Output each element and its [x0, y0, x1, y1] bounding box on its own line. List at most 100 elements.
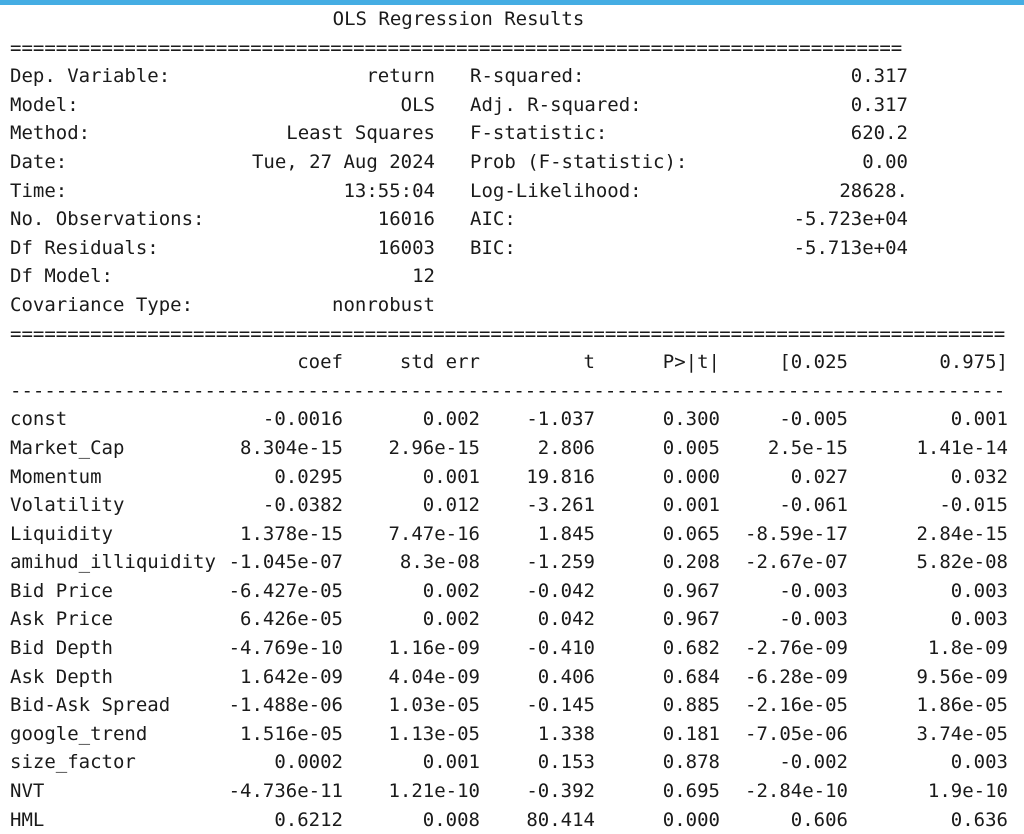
cell-std-err: 7.47e-16 [388, 522, 480, 545]
row-name: HML [10, 808, 45, 831]
row-name: Bid Depth [10, 637, 113, 660]
info-row: Dep. Variable: return R-squared: 0.317 [10, 62, 1018, 91]
cell-ci-low: -2.76e-09 [745, 637, 848, 660]
info-row: Covariance Type: nonrobust [10, 291, 1018, 320]
cell-std-err: 1.03e-05 [388, 694, 480, 717]
header-ci-high: 0.975] [939, 351, 1008, 374]
regression-report: OLS Regression Results =================… [10, 5, 1018, 834]
cell-ci-high: 1.86e-05 [916, 694, 1008, 717]
cell-std-err: 1.13e-05 [388, 722, 480, 745]
cell-std-err: 8.3e-08 [399, 551, 480, 574]
cell-ci-high: 0.032 [950, 465, 1008, 488]
row-name: size_factor [10, 751, 136, 774]
cell-ci-high: 0.001 [950, 408, 1008, 431]
table-row: size_factor 0.0002 0.001 0.153 0.878 -0.… [10, 748, 1018, 777]
cell-std-err: 0.008 [422, 808, 480, 831]
cell-std-err: 0.012 [422, 494, 480, 517]
header-ci-low: [0.025 [779, 351, 848, 374]
cell-coef: -6.427e-05 [228, 579, 343, 602]
cell-std-err: 1.16e-09 [388, 637, 480, 660]
row-name: NVT [10, 780, 45, 803]
cell-p: 0.181 [662, 722, 720, 745]
info-value: 620.2 [850, 122, 908, 145]
cell-t: 80.414 [526, 808, 595, 831]
cell-t: 0.406 [537, 665, 595, 688]
info-row: Df Model: 12 [10, 262, 1018, 291]
info-value: 16016 [377, 208, 435, 231]
cell-ci-high: 0.003 [950, 751, 1008, 774]
cell-p: 0.000 [662, 808, 720, 831]
info-value: 0.00 [862, 150, 908, 173]
info-value: Least Squares [286, 122, 435, 145]
cell-p: 0.065 [662, 522, 720, 545]
row-name: const [10, 408, 68, 431]
info-label: Model: [10, 93, 79, 116]
header-coef: coef [297, 351, 343, 374]
info-label: Adj. R-squared: [470, 93, 642, 116]
cell-t: 2.806 [537, 436, 595, 459]
cell-ci-high: 0.636 [950, 808, 1008, 831]
cell-ci-low: -8.59e-17 [745, 522, 848, 545]
cell-ci-low: 0.606 [790, 808, 848, 831]
row-name: Liquidity [10, 522, 113, 545]
row-name: amihud_illiquidity [10, 551, 216, 574]
info-label: F-statistic: [470, 122, 608, 145]
cell-ci-low: 0.027 [790, 465, 848, 488]
cell-t: 0.042 [537, 608, 595, 631]
info-label: Date: [10, 150, 68, 173]
cell-p: 0.885 [662, 694, 720, 717]
cell-t: 1.845 [537, 522, 595, 545]
table-row: Market_Cap 8.304e-15 2.96e-15 2.806 0.00… [10, 434, 1018, 463]
row-name: Ask Price [10, 608, 113, 631]
row-name: Bid Price [10, 579, 113, 602]
cell-ci-high: 2.84e-15 [916, 522, 1008, 545]
cell-ci-high: 3.74e-05 [916, 722, 1008, 745]
cell-ci-low: -0.003 [779, 579, 848, 602]
cell-ci-low: -2.84e-10 [745, 780, 848, 803]
cell-ci-high: 0.003 [950, 608, 1008, 631]
table-header-row: coef std err t P>|t| [0.025 0.975] [10, 348, 1018, 377]
cell-coef: -1.488e-06 [228, 694, 343, 717]
cell-accent-bar [0, 0, 1024, 5]
cell-t: -0.392 [526, 780, 595, 803]
info-label: Dep. Variable: [10, 65, 171, 88]
cell-std-err: 2.96e-15 [388, 436, 480, 459]
cell-std-err: 1.21e-10 [388, 780, 480, 803]
cell-std-err: 0.002 [422, 579, 480, 602]
info-label: Log-Likelihood: [470, 179, 642, 202]
cell-ci-low: -2.16e-05 [745, 694, 848, 717]
cell-std-err: 4.04e-09 [388, 665, 480, 688]
table-row: Volatility -0.0382 0.012 -3.261 0.001 -0… [10, 491, 1018, 520]
info-label: Method: [10, 122, 91, 145]
info-label: Prob (F-statistic): [470, 150, 688, 173]
cell-std-err: 0.001 [422, 465, 480, 488]
info-value: 28628. [839, 179, 908, 202]
cell-t: 19.816 [526, 465, 595, 488]
cell-ci-high: 1.9e-10 [927, 780, 1008, 803]
info-value: return [366, 65, 435, 88]
info-value: Tue, 27 Aug 2024 [251, 150, 435, 173]
table-row: Bid-Ask Spread -1.488e-06 1.03e-05 -0.14… [10, 691, 1018, 720]
separator-double-top: ========================================… [10, 36, 903, 59]
cell-p: 0.695 [662, 780, 720, 803]
row-name: Market_Cap [10, 436, 125, 459]
info-label: Df Model: [10, 265, 113, 288]
row-name: google_trend [10, 722, 148, 745]
table-row: NVT -4.736e-11 1.21e-10 -0.392 0.695 -2.… [10, 777, 1018, 806]
row-name: Ask Depth [10, 665, 113, 688]
cell-ci-high: 0.003 [950, 579, 1008, 602]
info-value: 16003 [377, 236, 435, 259]
cell-ci-low: -0.003 [779, 608, 848, 631]
cell-coef: -1.045e-07 [228, 551, 343, 574]
info-label: No. Observations: [10, 208, 205, 231]
cell-t: 0.153 [537, 751, 595, 774]
info-value: OLS [400, 93, 435, 116]
cell-coef: -0.0016 [262, 408, 343, 431]
cell-ci-low: -6.28e-09 [745, 665, 848, 688]
cell-coef: 0.0002 [274, 751, 343, 774]
row-name: Bid-Ask Spread [10, 694, 171, 717]
cell-t: -0.410 [526, 637, 595, 660]
info-label: Covariance Type: [10, 293, 194, 316]
cell-ci-high: 1.8e-09 [927, 637, 1008, 660]
